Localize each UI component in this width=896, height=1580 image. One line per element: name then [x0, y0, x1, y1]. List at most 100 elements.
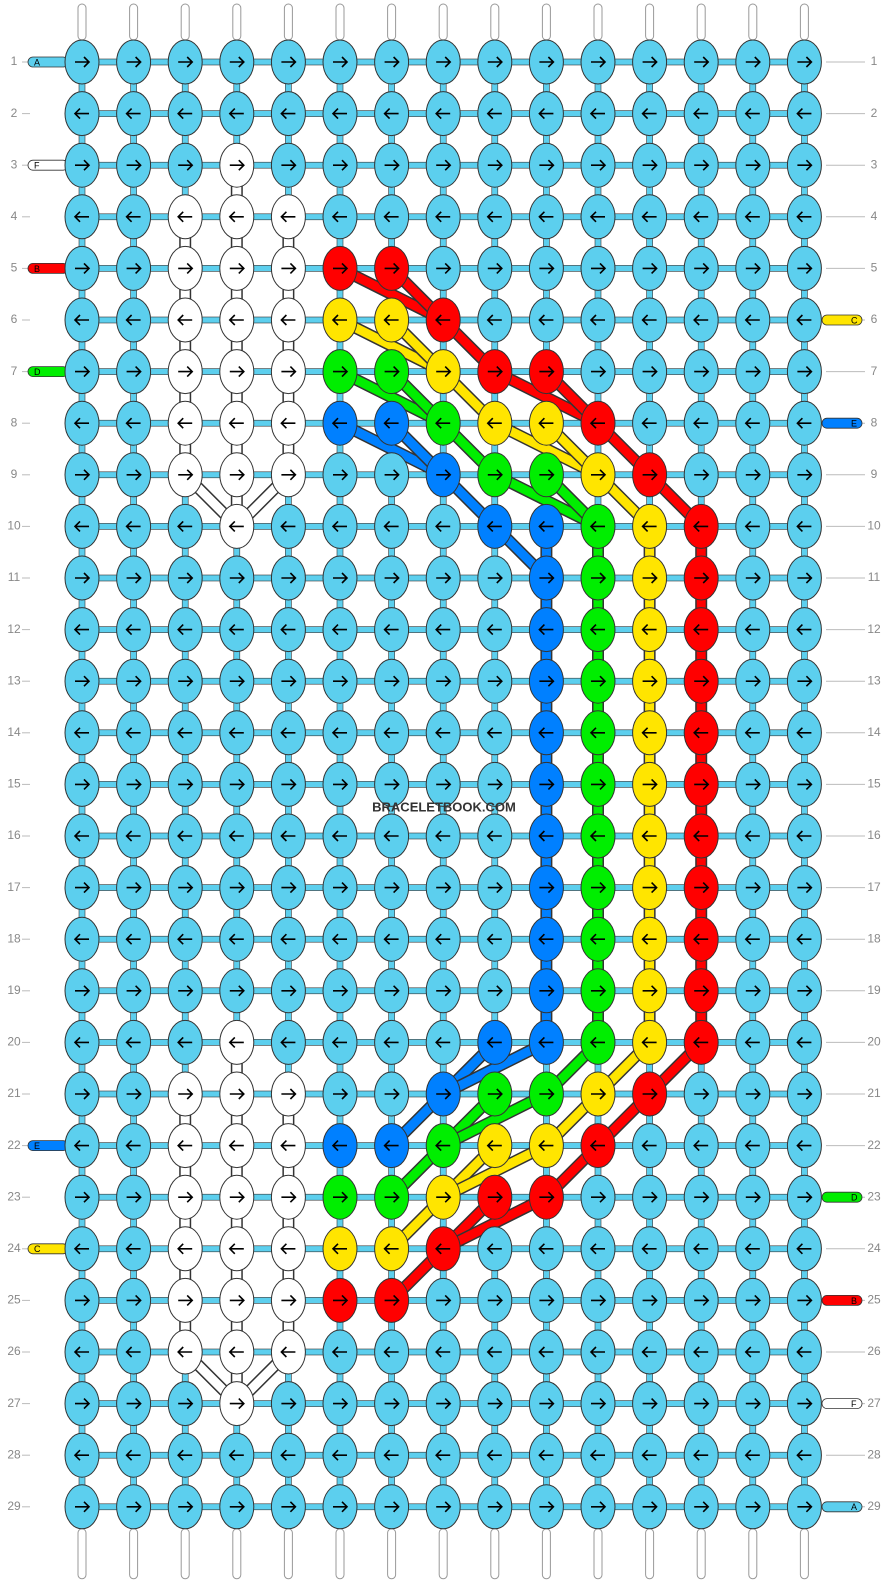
knot-arrow	[436, 366, 452, 378]
knot-arrow	[796, 520, 812, 532]
knot-arrow	[125, 520, 141, 532]
knot-arrow	[436, 572, 452, 584]
strand-tail	[387, 3, 397, 41]
knot-arrow	[693, 520, 709, 532]
knot-arrow	[73, 1140, 89, 1152]
knot-arrow	[125, 417, 141, 429]
colored-strand	[490, 418, 603, 480]
knot-arrow	[229, 366, 245, 378]
knot-arrow	[228, 520, 244, 532]
knot-arrow	[694, 159, 710, 171]
strand-tail	[438, 1528, 448, 1580]
knot-arrow	[73, 211, 89, 223]
knot-arrow	[693, 417, 709, 429]
knot-arrow	[75, 1294, 91, 1306]
knot-arrow	[745, 56, 761, 68]
row-label: 12	[867, 622, 881, 636]
knot-arrow	[693, 727, 709, 739]
knot-arrow	[333, 1398, 349, 1410]
knot-arrow	[486, 1036, 502, 1048]
knot-arrow	[744, 1243, 760, 1255]
knot-arrow	[436, 1294, 452, 1306]
knot-arrow	[333, 469, 349, 481]
knot-arrow	[331, 624, 347, 636]
knot-arrow	[229, 1191, 245, 1203]
strand-tail	[283, 3, 293, 41]
knot-arrow	[589, 727, 605, 739]
row-label: 8	[871, 415, 878, 429]
knot-arrow	[178, 1294, 194, 1306]
knot-arrow	[744, 727, 760, 739]
knot-arrow	[383, 520, 399, 532]
knot-arrow	[538, 1346, 554, 1358]
knot-arrow	[229, 882, 245, 894]
knot-arrow	[126, 56, 142, 68]
row-label: 28	[7, 1447, 21, 1461]
knot-arrow	[281, 262, 297, 274]
knot-arrow	[280, 727, 296, 739]
knot-arrow	[539, 985, 555, 997]
knot-arrow	[435, 624, 451, 636]
knot-arrow	[73, 933, 89, 945]
knot-arrow	[641, 417, 657, 429]
knot-arrow	[73, 417, 89, 429]
row-label: 2	[11, 106, 18, 120]
knot-arrow	[333, 985, 349, 997]
knot-arrow	[75, 778, 91, 790]
knot-arrow	[178, 366, 194, 378]
strand-tail	[77, 3, 87, 41]
knot-arrow	[228, 314, 244, 326]
knot-arrow	[73, 314, 89, 326]
knot-arrow	[744, 624, 760, 636]
knot-arrow	[177, 520, 193, 532]
knot-arrow	[797, 882, 813, 894]
knot-arrow	[744, 830, 760, 842]
knot-arrow	[178, 1501, 194, 1513]
knot-arrow	[797, 778, 813, 790]
colored-strand	[438, 1192, 551, 1254]
knot-arrow	[75, 159, 91, 171]
watermark: BRACELETBOOK.COM	[372, 799, 516, 814]
row-label: 8	[11, 415, 18, 429]
strand-letter: B	[851, 1296, 857, 1306]
knot-arrow	[333, 366, 349, 378]
knot-arrow	[694, 985, 710, 997]
knot-arrow	[487, 1088, 503, 1100]
strand-end	[821, 417, 863, 429]
knot-arrow	[642, 1088, 658, 1100]
strand-letter: E	[851, 419, 857, 429]
strand-tail	[748, 1528, 758, 1580]
knot-arrow	[641, 1346, 657, 1358]
knot-arrow	[280, 211, 296, 223]
knot-arrow	[125, 108, 141, 120]
knot-arrow	[178, 882, 194, 894]
knot-arrow	[796, 1036, 812, 1048]
row-label: 21	[867, 1086, 881, 1100]
knot-arrow	[280, 624, 296, 636]
colored-strand	[438, 1141, 551, 1202]
knot-arrow	[744, 417, 760, 429]
row-label: 20	[867, 1035, 881, 1049]
knot-arrow	[591, 56, 607, 68]
knot-arrow	[797, 159, 813, 171]
knot-arrow	[229, 1088, 245, 1100]
knot-arrow	[178, 572, 194, 584]
knot-arrow	[487, 985, 503, 997]
knot-arrow	[797, 1501, 813, 1513]
knot-arrow	[383, 727, 399, 739]
knot-arrow	[538, 624, 554, 636]
knot-arrow	[75, 985, 91, 997]
knot-arrow	[280, 520, 296, 532]
knot-arrow	[797, 56, 813, 68]
knot-arrow	[280, 1346, 296, 1358]
row-label: 7	[11, 364, 18, 378]
knot-arrow	[281, 56, 297, 68]
knot-arrow	[331, 933, 347, 945]
row-label: 17	[7, 880, 21, 894]
knot-arrow	[591, 675, 607, 687]
knot-arrow	[383, 1346, 399, 1358]
strand-tail	[593, 1528, 603, 1580]
knot-arrow	[281, 882, 297, 894]
knot-arrow	[435, 933, 451, 945]
knot-arrow	[641, 1036, 657, 1048]
